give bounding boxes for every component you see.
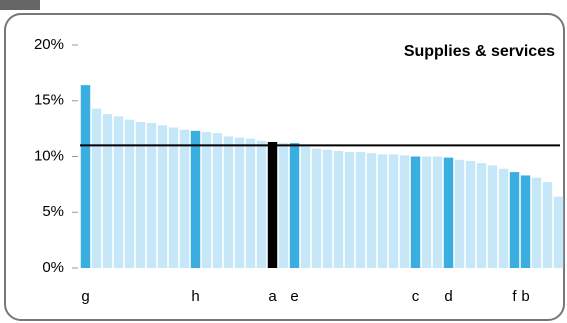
bar — [366, 153, 377, 268]
bar — [91, 108, 102, 269]
bar — [179, 129, 190, 268]
x-tick-label: f — [512, 288, 517, 305]
x-tick-label: d — [444, 288, 452, 305]
bar — [333, 150, 344, 268]
bar — [388, 154, 399, 268]
bar — [553, 196, 564, 268]
bar — [289, 143, 300, 268]
bar — [135, 121, 146, 268]
bar — [421, 156, 432, 268]
bar — [520, 175, 531, 268]
bar — [113, 116, 124, 268]
bar — [223, 136, 234, 268]
bar — [487, 165, 498, 268]
bar — [256, 140, 267, 268]
bar — [344, 152, 355, 268]
bar — [542, 182, 553, 268]
x-tick-label: e — [290, 288, 298, 305]
bar — [432, 156, 443, 268]
y-tick-label: 0% — [42, 259, 64, 276]
bar — [146, 123, 157, 268]
bar — [124, 119, 135, 268]
bar — [80, 85, 91, 268]
bar — [311, 148, 322, 268]
bar — [399, 155, 410, 268]
x-tick-label: b — [521, 288, 529, 305]
bar — [531, 177, 542, 268]
bar — [454, 159, 465, 268]
bar — [300, 146, 311, 268]
bar — [322, 149, 333, 268]
bar — [498, 168, 509, 268]
bar — [157, 125, 168, 268]
bar — [355, 152, 366, 268]
bar — [410, 156, 421, 268]
corner-tab — [0, 0, 40, 10]
x-tick-label: g — [81, 288, 89, 305]
bar — [190, 130, 201, 268]
y-tick-label: 5% — [42, 203, 64, 220]
bar — [509, 172, 520, 268]
bar — [278, 143, 289, 268]
x-tick-label: c — [412, 288, 420, 305]
bar — [102, 114, 113, 268]
bar — [201, 131, 212, 268]
bar — [377, 154, 388, 268]
bar — [267, 142, 278, 268]
bar — [234, 137, 245, 268]
y-tick-label: 10% — [34, 147, 64, 164]
bar — [465, 160, 476, 268]
x-tick-label: h — [191, 288, 199, 305]
bar — [245, 138, 256, 268]
bar — [212, 133, 223, 268]
y-tick-label: 20% — [34, 36, 64, 53]
bar — [476, 163, 487, 268]
bar — [168, 127, 179, 268]
bar — [443, 157, 454, 268]
chart-frame — [4, 13, 565, 321]
y-tick-label: 15% — [34, 92, 64, 109]
x-tick-label: a — [268, 288, 277, 305]
chart-title: Supplies & services — [404, 43, 555, 60]
